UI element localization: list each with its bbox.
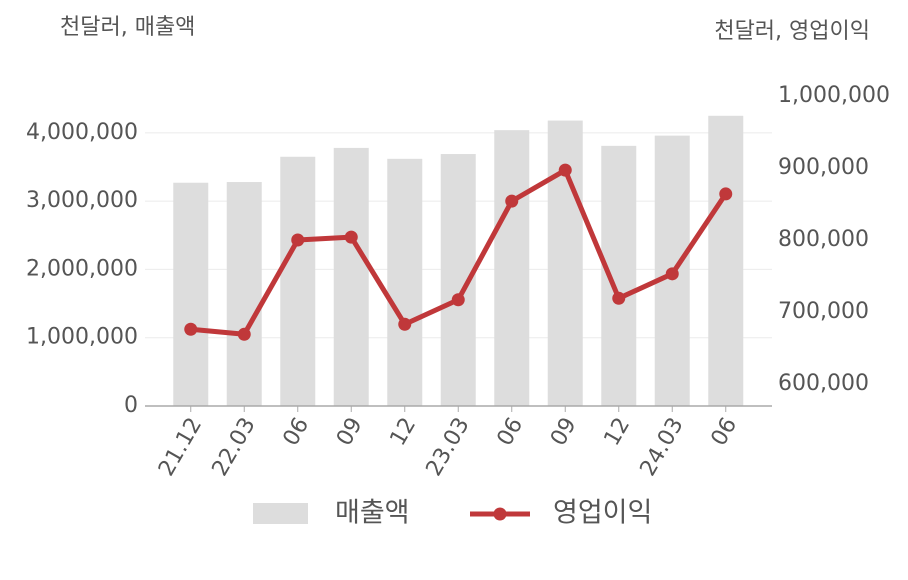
bar	[387, 158, 423, 406]
line-point	[237, 327, 251, 341]
legend-marker	[493, 507, 507, 521]
line-point	[451, 293, 465, 307]
bar	[226, 182, 262, 406]
x-tick-label: 24.03	[635, 414, 688, 481]
line-point	[398, 317, 412, 331]
y-axis-title: 천달러, 매출액	[60, 15, 195, 40]
x-tick-label: 23.03	[421, 414, 474, 481]
bar	[708, 115, 744, 407]
legend-label: 매출액	[335, 498, 410, 529]
line-point	[612, 291, 626, 305]
bar	[547, 120, 583, 407]
x-tick-label: 22.03	[207, 414, 260, 481]
legend-label: 영업이익	[553, 498, 652, 529]
y2-tick-label: 700,000	[778, 299, 869, 324]
bar	[173, 182, 209, 406]
x-tick-label: 09	[546, 414, 582, 451]
y-tick-label: 4,000,000	[26, 120, 138, 145]
x-tick-label: 12	[599, 414, 635, 451]
y2-tick-label: 900,000	[778, 155, 869, 180]
line-point	[291, 233, 305, 247]
bar	[601, 145, 637, 406]
y2-tick-label: 1,000,000	[778, 83, 890, 108]
bar	[280, 156, 316, 406]
line-point	[344, 230, 358, 244]
legend-swatch	[253, 503, 308, 524]
x-tick-label: 06	[278, 414, 314, 451]
x-tick-label: 06	[706, 414, 742, 451]
y-tick-label: 0	[124, 393, 138, 418]
y2-axis-title: 천달러, 영업이익	[714, 19, 870, 44]
x-tick-label: 06	[492, 414, 528, 451]
line-point	[558, 163, 572, 177]
line-point	[665, 267, 679, 281]
x-tick-label: 12	[385, 414, 421, 451]
line-point	[184, 322, 198, 336]
line-point	[505, 194, 519, 208]
x-tick-label: 09	[332, 414, 368, 451]
y2-tick-label: 800,000	[778, 227, 869, 252]
y2-tick-label: 600,000	[778, 371, 869, 396]
x-tick-label: 21.12	[154, 414, 207, 481]
y-tick-label: 2,000,000	[26, 256, 138, 281]
line-point	[719, 187, 733, 201]
y-tick-label: 3,000,000	[26, 188, 138, 213]
bar	[333, 147, 369, 406]
bar	[494, 130, 530, 406]
y-tick-label: 1,000,000	[26, 325, 138, 350]
